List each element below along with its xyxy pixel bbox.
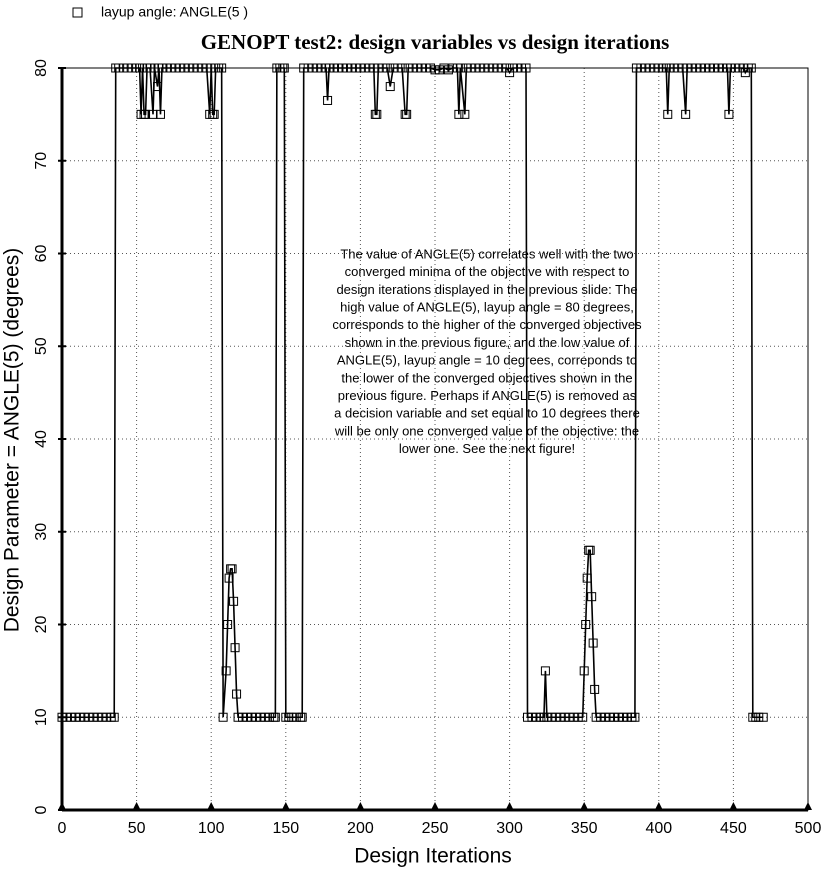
annotation-line: corresponds to the higher of the converg…: [332, 317, 642, 332]
data-point: [227, 564, 237, 574]
data-point: [579, 666, 589, 676]
x-tick-label: 50: [128, 820, 146, 837]
data-point: [152, 82, 162, 92]
x-tick: [729, 802, 738, 810]
data-point: [279, 63, 289, 73]
annotation-line: converged minima of the objective with r…: [345, 264, 630, 279]
data-point: [590, 684, 600, 694]
x-tick-label: 500: [795, 820, 822, 837]
annotation-line: a decision variable and set equal to 10 …: [334, 406, 640, 421]
data-point: [578, 712, 588, 722]
data-point: [382, 63, 392, 73]
y-tick-label: 20: [33, 616, 50, 634]
data-point: [585, 545, 595, 555]
x-tick-label: 300: [496, 820, 523, 837]
data-point: [148, 109, 158, 119]
data-point: [758, 712, 768, 722]
data-point: [502, 63, 512, 73]
annotation: The value of ANGLE(5) correlates well wi…: [332, 246, 642, 456]
data-point: [740, 68, 750, 78]
x-tick: [431, 802, 439, 810]
data-point: [587, 592, 597, 602]
x-tick: [132, 802, 141, 810]
x-tick-label: 400: [645, 820, 672, 837]
y-tick-label: 0: [33, 805, 50, 814]
data-point: [460, 109, 470, 119]
data-point: [323, 95, 333, 105]
data-point: [582, 573, 592, 583]
data-point: [588, 638, 598, 648]
annotation-line: previous figure. Perhaps if ANGLE(5) is …: [338, 388, 637, 403]
data-point: [746, 63, 756, 73]
x-tick: [654, 802, 663, 810]
annotation-line: ANGLE(5), layup angle = 10 degrees, corr…: [337, 353, 637, 368]
annotation-line: the lower of the converged objectives sh…: [341, 370, 632, 385]
data-point: [402, 109, 412, 119]
y-tick-label: 80: [33, 59, 50, 77]
data-point: [455, 63, 465, 73]
data-point: [372, 109, 382, 119]
legend-marker: [72, 7, 83, 18]
x-tick-label: 150: [272, 820, 299, 837]
data-point: [397, 63, 407, 73]
data-point: [297, 712, 307, 722]
y-tick-label: 10: [33, 708, 50, 726]
x-axis-label: Design Iterations: [354, 845, 512, 868]
data-point: [521, 63, 531, 73]
x-tick: [281, 802, 290, 810]
x-tick-label: 100: [198, 820, 225, 837]
data-point: [209, 109, 219, 119]
x-tick: [207, 802, 216, 810]
data-point: [109, 712, 119, 722]
data-point: [454, 109, 464, 119]
y-tick-label: 70: [33, 152, 50, 170]
x-tick-label: 350: [571, 820, 598, 837]
x-tick: [580, 802, 589, 810]
data-point: [630, 712, 640, 722]
data-point: [663, 109, 673, 119]
chart-title: GENOPT test2: design variables vs design…: [201, 30, 670, 54]
data-point: [155, 109, 165, 119]
data-point: [230, 643, 240, 653]
annotation-line: shown in the previous figure, and the lo…: [345, 335, 630, 350]
data-point: [218, 712, 228, 722]
annotation-line: design iterations displayed in the previ…: [336, 282, 637, 297]
x-tick-label: 250: [422, 820, 449, 837]
y-axis-label: Design Parameter = ANGLE(5) (degrees): [1, 248, 24, 633]
data-point: [221, 666, 231, 676]
data-point: [224, 573, 234, 583]
data-point: [217, 63, 227, 73]
x-tick-label: 200: [347, 820, 374, 837]
data-point: [232, 689, 242, 699]
data-point: [505, 68, 515, 78]
data-point: [223, 620, 233, 629]
x-tick: [505, 802, 514, 810]
y-tick-label: 60: [33, 245, 50, 263]
y-tick-label: 50: [33, 337, 50, 355]
data-point: [581, 620, 591, 629]
x-tick-label: 450: [720, 820, 747, 837]
annotation-line: lower one. See the next figure!: [399, 441, 575, 456]
data-point: [270, 712, 280, 722]
data-point: [385, 82, 395, 92]
data-point: [681, 109, 691, 119]
x-tick: [356, 802, 365, 810]
annotation-line: high value of ANGLE(5), layup angle = 80…: [340, 300, 634, 315]
y-tick-label: 40: [33, 430, 50, 448]
data-point: [724, 109, 734, 119]
y-tick-label: 30: [33, 523, 50, 541]
x-tick-label: 0: [58, 820, 67, 837]
annotation-line: will be only one converged value of the …: [334, 423, 639, 438]
data-point: [141, 109, 151, 119]
legend-label: layup angle: ANGLE(5 ): [101, 4, 248, 20]
data-point: [540, 666, 550, 676]
data-point: [229, 596, 239, 606]
